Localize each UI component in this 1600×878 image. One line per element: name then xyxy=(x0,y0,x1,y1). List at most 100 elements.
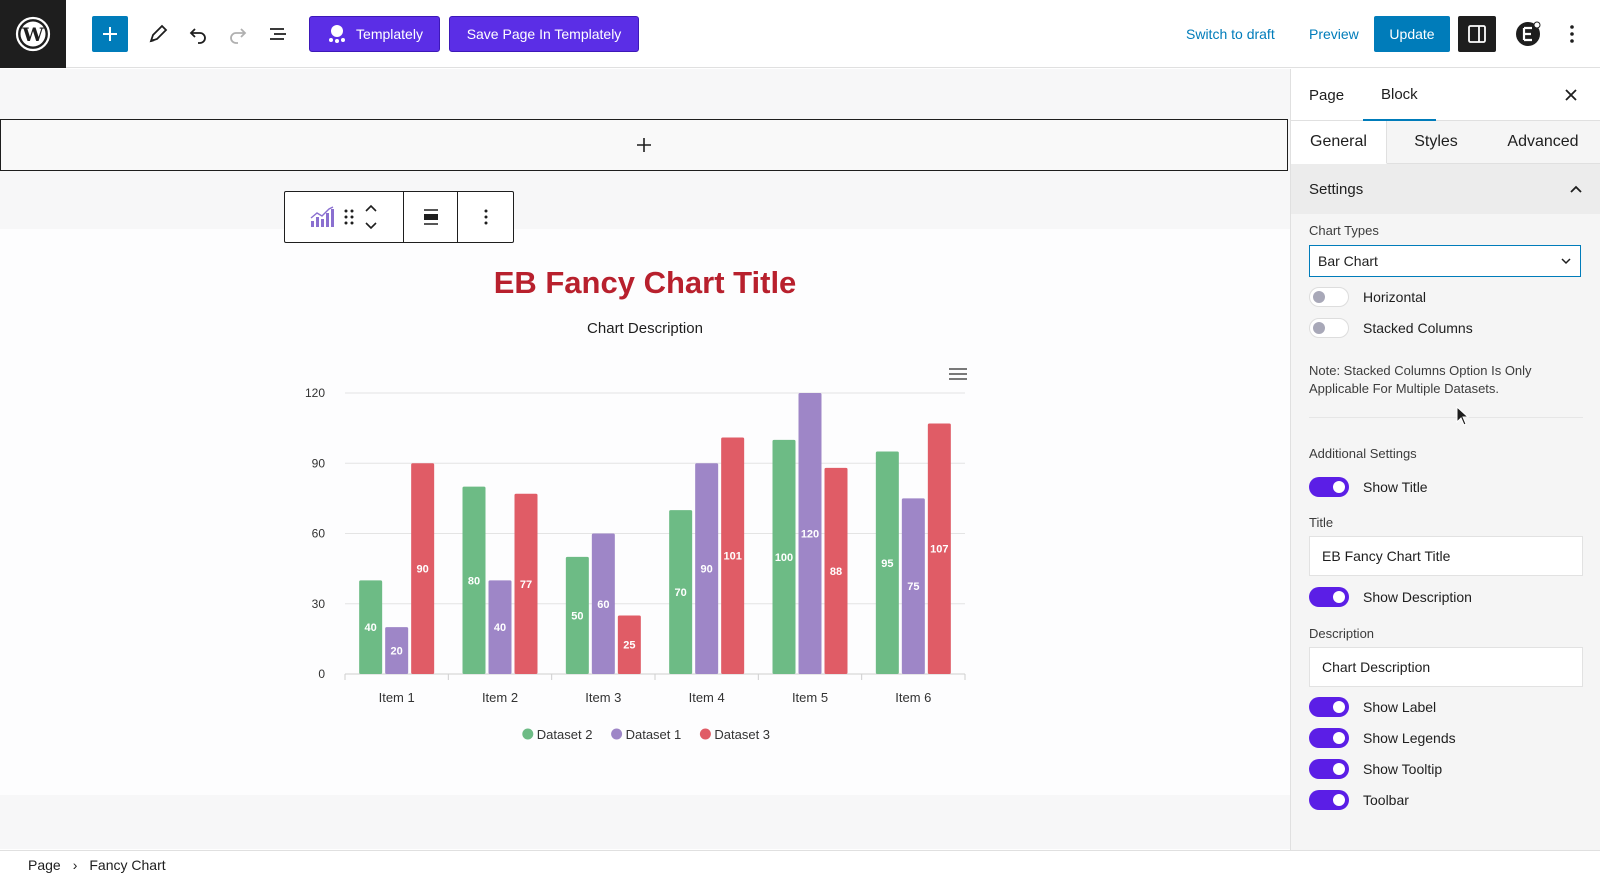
show-title-row: Show Title xyxy=(1309,477,1428,497)
breadcrumb-root[interactable]: Page xyxy=(28,856,61,873)
panel-divider xyxy=(1309,417,1583,418)
stacked-columns-toggle[interactable] xyxy=(1309,318,1349,338)
tools-button[interactable] xyxy=(140,16,176,52)
chart-bar xyxy=(565,556,589,674)
pencil-icon xyxy=(149,24,168,43)
save-page-in-templately-button[interactable]: Save Page In Templately xyxy=(449,16,639,52)
show-legends-toggle[interactable] xyxy=(1309,728,1349,748)
show-label-row: Show Label xyxy=(1309,697,1436,717)
preview-button[interactable]: Preview xyxy=(1309,16,1359,52)
mouse-cursor-icon xyxy=(1456,406,1470,426)
bar-data-label: 120 xyxy=(801,529,819,541)
description-field-label: Description xyxy=(1309,626,1375,641)
tab-block[interactable]: Block xyxy=(1363,69,1436,121)
x-tick-label: Item 3 xyxy=(585,690,621,705)
options-menu-button[interactable] xyxy=(1554,16,1590,52)
align-button[interactable] xyxy=(404,192,459,242)
chart-bar xyxy=(927,423,951,674)
settings-panel-title: Settings xyxy=(1309,180,1364,198)
bar-data-label: 90 xyxy=(701,564,713,576)
chart-bar xyxy=(411,463,435,674)
tab-advanced[interactable]: Advanced xyxy=(1485,121,1600,164)
undo-button[interactable] xyxy=(180,16,216,52)
block-appender[interactable] xyxy=(0,119,1288,171)
fancy-chart-block[interactable]: EB Fancy Chart Title Chart Description 0… xyxy=(0,229,1290,795)
chart-type-select[interactable]: Bar Chart xyxy=(1309,245,1581,277)
bar-data-label: 20 xyxy=(391,646,403,658)
bar-data-label: 90 xyxy=(417,564,429,576)
plus-icon xyxy=(103,27,117,41)
x-tick-label: Item 2 xyxy=(482,690,518,705)
bar-data-label: 40 xyxy=(494,622,506,634)
tab-general[interactable]: General xyxy=(1291,121,1387,164)
stacked-note: Note: Stacked Columns Option Is Only App… xyxy=(1309,363,1532,396)
show-tooltip-row: Show Tooltip xyxy=(1309,759,1442,779)
show-tooltip-label: Show Tooltip xyxy=(1363,761,1443,777)
show-label-label: Show Label xyxy=(1363,699,1437,715)
move-up-down-icon[interactable] xyxy=(363,202,379,232)
tab-page[interactable]: Page xyxy=(1309,86,1345,104)
wordpress-logo-button[interactable]: W xyxy=(0,0,66,68)
horizontal-toggle[interactable] xyxy=(1309,287,1349,307)
bar-data-label: 70 xyxy=(675,587,687,599)
chart-bar xyxy=(695,463,719,674)
title-input[interactable]: EB Fancy Chart Title xyxy=(1309,536,1583,576)
breadcrumb-separator-icon: › xyxy=(72,856,78,873)
switch-to-draft-button[interactable]: Switch to draft xyxy=(1186,16,1275,52)
settings-panel-header[interactable]: Settings xyxy=(1291,164,1600,214)
bar-data-label: 80 xyxy=(468,575,480,587)
chart-title: EB Fancy Chart Title xyxy=(493,265,797,300)
switch-to-draft-label: Switch to draft xyxy=(1186,26,1275,42)
y-tick-label: 90 xyxy=(312,456,326,470)
bar-data-label: 75 xyxy=(907,581,919,593)
preview-label: Preview xyxy=(1309,26,1359,42)
chart-bar xyxy=(359,580,383,674)
tab-styles[interactable]: Styles xyxy=(1387,121,1485,164)
description-input[interactable]: Chart Description xyxy=(1309,647,1583,687)
chart-bar xyxy=(514,493,538,674)
undo-icon xyxy=(189,28,206,44)
plugin-button[interactable] xyxy=(1510,16,1546,52)
close-sidebar-button[interactable] xyxy=(1559,83,1583,107)
block-options-button[interactable] xyxy=(458,192,513,242)
title-field-label: Title xyxy=(1309,515,1334,530)
toolbar-row: Toolbar xyxy=(1309,790,1409,810)
editor-canvas: EB Fancy Chart Title Chart Description 0… xyxy=(0,69,1290,849)
bar-data-label: 101 xyxy=(723,551,741,563)
more-vertical-icon xyxy=(1570,25,1574,43)
chart-bar xyxy=(875,451,899,674)
templately-button[interactable]: Templately xyxy=(309,16,440,52)
legend-item-label: Dataset 1 xyxy=(626,727,682,742)
chart-bar xyxy=(617,615,641,674)
breadcrumb-current[interactable]: Fancy Chart xyxy=(89,856,166,873)
legend-marker xyxy=(611,728,623,740)
show-description-label: Show Description xyxy=(1363,589,1472,605)
editor-top-bar: W Templately Save Page In Templately Swi… xyxy=(0,0,1600,68)
templately-label: Templately xyxy=(356,26,423,42)
show-description-toggle[interactable] xyxy=(1309,587,1349,607)
settings-sidebar-toggle[interactable] xyxy=(1458,16,1496,52)
bar-data-label: 40 xyxy=(365,622,377,634)
show-description-row: Show Description xyxy=(1309,587,1472,607)
chart-type-value: Bar Chart xyxy=(1318,253,1378,269)
show-title-toggle[interactable] xyxy=(1309,477,1349,497)
show-label-toggle[interactable] xyxy=(1309,697,1349,717)
templately-icon xyxy=(329,25,346,43)
essential-blocks-icon xyxy=(1516,21,1541,46)
additional-settings-label: Additional Settings xyxy=(1309,446,1417,461)
drag-handle-icon[interactable] xyxy=(343,208,355,226)
block-subtabs: General Styles Advanced xyxy=(1291,121,1600,164)
add-block-button[interactable] xyxy=(92,16,128,52)
bar-data-label: 107 xyxy=(930,544,948,556)
document-overview-button[interactable] xyxy=(260,16,296,52)
chart-block-icon[interactable] xyxy=(309,205,335,229)
x-tick-label: Item 4 xyxy=(689,690,725,705)
settings-sidebar: Page Block General Styles Advanced Setti… xyxy=(1290,69,1600,850)
show-tooltip-toggle[interactable] xyxy=(1309,759,1349,779)
chart-bar xyxy=(901,498,925,674)
update-button[interactable]: Update xyxy=(1374,16,1450,52)
toolbar-toggle[interactable] xyxy=(1309,790,1349,810)
horizontal-toggle-row: Horizontal xyxy=(1309,287,1426,307)
redo-button[interactable] xyxy=(220,16,256,52)
bar-data-label: 100 xyxy=(775,552,793,564)
